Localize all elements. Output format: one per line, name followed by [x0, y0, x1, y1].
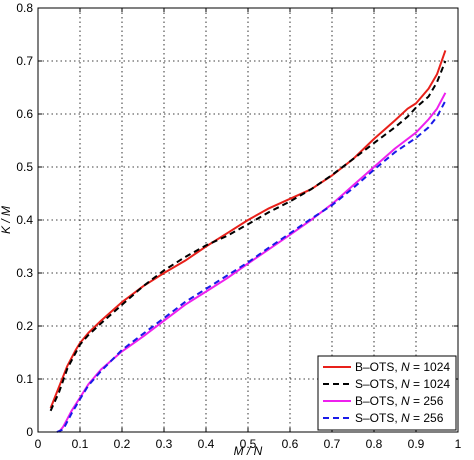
- y-tick-label: 0.5: [16, 160, 33, 174]
- series-line-4: [56, 100, 447, 433]
- y-tick-label: 0.8: [16, 1, 33, 15]
- series-line-2: [49, 60, 447, 412]
- legend-entry-2: S–OTS, N = 1024: [355, 377, 450, 391]
- legend-box: [317, 355, 457, 431]
- y-tick-label: 0.7: [16, 54, 33, 68]
- tick-labels: 0 0.1 0.2 0.3 0.4 0.5 0.6 0.7 0.8 0.9 1 0 0.1 0.2 0.3 0…: [16, 1, 461, 451]
- legend-entry-4: S–OTS, N = 256: [355, 411, 444, 425]
- x-tick-label: 0.3: [156, 437, 173, 451]
- y-tick-label: 0.6: [16, 107, 33, 121]
- y-tick-label: 0.3: [16, 266, 33, 280]
- x-tick-label: 0.9: [408, 437, 425, 451]
- x-tick-label: 0.1: [72, 437, 89, 451]
- x-tick-label: 0.4: [198, 437, 215, 451]
- legend-entry-3: B–OTS, N = 256: [355, 394, 444, 408]
- x-axis-label: M / N: [234, 444, 263, 458]
- y-tick-label: 0: [26, 425, 33, 439]
- x-tick-label: 0.5: [240, 437, 257, 451]
- legend: B–OTS, N = 1024 S–OTS, N = 1024 B–OTS, N =…: [317, 355, 457, 431]
- x-tick-label: 1: [455, 437, 462, 451]
- series-group: [49, 50, 447, 433]
- series-line-1: [49, 50, 447, 409]
- x-tick-label: 0.2: [114, 437, 131, 451]
- y-tick-label: 0.4: [16, 213, 33, 227]
- y-axis-label: K / M: [0, 206, 13, 234]
- y-tick-label: 0.1: [16, 372, 33, 386]
- x-tick-label: 0: [35, 437, 42, 451]
- x-tick-label: 0.7: [324, 437, 341, 451]
- legend-entry-1: B–OTS, N = 1024: [355, 360, 450, 374]
- x-tick-label: 0.6: [282, 437, 299, 451]
- x-tick-label: 0.8: [366, 437, 383, 451]
- plot-frame: [37, 7, 459, 433]
- y-tick-label: 0.2: [16, 319, 33, 333]
